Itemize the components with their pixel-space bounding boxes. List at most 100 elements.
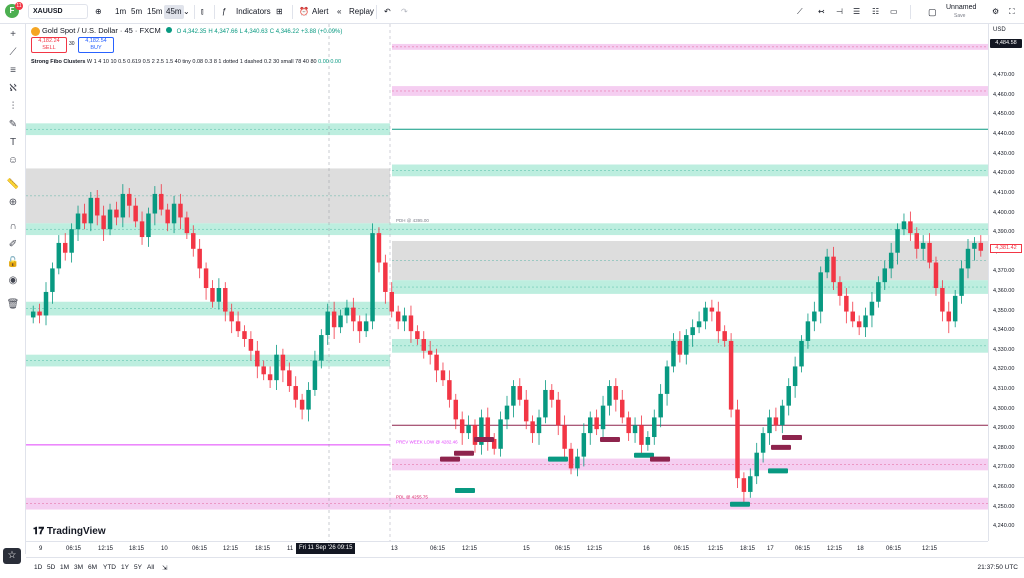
interval-dropdown-icon[interactable]: ⌄ bbox=[183, 7, 190, 16]
price-tick: 4,360.00 bbox=[993, 287, 1015, 294]
indicators-icon[interactable]: ƒ bbox=[222, 7, 227, 16]
price-tick: 4,410.00 bbox=[993, 189, 1015, 196]
candle-body bbox=[831, 256, 836, 283]
gold-symbol-icon bbox=[31, 26, 40, 36]
signal-label-5 bbox=[634, 452, 654, 458]
tradingview-logo[interactable]: 𝟏𝟕 TradingView bbox=[33, 526, 106, 537]
layout-name[interactable]: Unnamed bbox=[946, 4, 977, 11]
sell-button[interactable]: 4,182.24 SELL bbox=[31, 37, 67, 53]
trend-line-tool-icon[interactable]: ⟋ bbox=[9, 47, 17, 58]
emoji-icon[interactable]: ☺ bbox=[7, 155, 19, 166]
horizontal-ray-icon[interactable]: ⊣ bbox=[836, 7, 843, 16]
trend-line-icon[interactable]: ⟋ bbox=[797, 7, 803, 16]
templates-icon[interactable]: ⊞ bbox=[276, 7, 283, 16]
symbol-title[interactable]: Gold Spot / U.S. Dollar · 45 · FXCM bbox=[41, 26, 161, 35]
trash-icon[interactable]: 🗑 bbox=[6, 299, 20, 310]
price-tick: 4,430.00 bbox=[993, 150, 1015, 157]
crosshair-icon[interactable]: + bbox=[10, 29, 16, 40]
range-5y[interactable]: 5Y bbox=[134, 564, 142, 571]
candle-body bbox=[895, 229, 900, 253]
interval-15m[interactable]: 15m bbox=[147, 7, 163, 16]
time-tick: 18:15 bbox=[255, 546, 271, 552]
interval-45m[interactable]: 45m bbox=[164, 5, 184, 19]
horizontal-lines-icon[interactable]: ≡ bbox=[10, 65, 16, 76]
favorites-star-icon[interactable]: ☆ bbox=[3, 548, 21, 564]
candle-body bbox=[383, 262, 388, 292]
fullscreen-icon[interactable]: ⛶ bbox=[1009, 7, 1015, 16]
range-1d[interactable]: 1D bbox=[34, 564, 43, 571]
indicators-button[interactable]: Indicators bbox=[236, 7, 271, 16]
symbol-search[interactable]: XAUUSD bbox=[28, 4, 88, 19]
buy-button[interactable]: 4,182.54 BUY bbox=[78, 37, 114, 53]
utc-clock[interactable]: 21:37:50 UTC bbox=[977, 564, 1018, 571]
fib-tool-icon[interactable]: ⫶ bbox=[11, 101, 15, 112]
range-5d[interactable]: 5D bbox=[47, 564, 56, 571]
range-3m[interactable]: 3M bbox=[74, 564, 84, 571]
candle-body bbox=[37, 311, 42, 316]
candle-body bbox=[210, 288, 215, 302]
eye-icon[interactable]: ◉ bbox=[8, 275, 18, 286]
arrow-icon[interactable]: ↢ bbox=[818, 7, 825, 16]
candle-body bbox=[568, 448, 574, 469]
price-chart[interactable]: PREV WEEK LOW @ 4282.46 PDL @ 4255.75 PDH … bbox=[26, 24, 988, 541]
interval-1m[interactable]: 1m bbox=[115, 7, 127, 16]
redo-icon[interactable]: ↷ bbox=[401, 7, 408, 16]
layout-icon[interactable]: ▢ bbox=[928, 7, 937, 17]
candle-body bbox=[235, 321, 241, 332]
range-6m[interactable]: 6M bbox=[88, 564, 98, 571]
price-axis[interactable]: 4,470.00 4,460.00 4,450.00 4,440.00 4,430.00… bbox=[988, 24, 1024, 541]
text-tool-icon[interactable]: T bbox=[9, 137, 17, 148]
candle-body bbox=[274, 354, 279, 381]
price-tick: 4,420.00 bbox=[993, 170, 1015, 177]
open-value: O 4,342.35 bbox=[176, 29, 207, 35]
alert-button[interactable]: Alert bbox=[312, 7, 329, 16]
range-ytd[interactable]: YTD bbox=[103, 564, 116, 571]
pattern-icon[interactable]: ℵ bbox=[9, 83, 17, 94]
replay-button[interactable]: Replay bbox=[349, 7, 374, 16]
candle-body bbox=[376, 233, 382, 263]
divider bbox=[910, 5, 911, 19]
candle-body bbox=[402, 315, 407, 322]
alert-icon[interactable]: ⏰ bbox=[299, 7, 309, 16]
date-range-icon[interactable]: ⇲ bbox=[162, 565, 168, 572]
indicator-legend[interactable]: Strong Fibo Clusters W 1 4 10 10 0.5 0.6… bbox=[31, 59, 341, 65]
layout-save[interactable]: Save bbox=[954, 13, 966, 19]
zoom-in-icon[interactable]: ⊕ bbox=[8, 197, 18, 208]
rectangle-icon[interactable]: ▭ bbox=[890, 7, 898, 16]
lock-drawing-icon[interactable]: ✐ bbox=[8, 239, 18, 250]
time-tick: 18 bbox=[857, 546, 864, 552]
candle-body bbox=[50, 268, 55, 292]
candle-body bbox=[351, 307, 356, 322]
candle-body bbox=[850, 311, 855, 322]
add-symbol-icon[interactable]: ⊕ bbox=[95, 7, 102, 16]
candle-body bbox=[127, 193, 132, 206]
replay-icon[interactable]: « bbox=[337, 7, 342, 16]
ruler-icon[interactable]: 📏 bbox=[6, 179, 20, 190]
fib-extension-icon[interactable]: ☷ bbox=[872, 7, 880, 16]
settings-icon[interactable]: ⚙ bbox=[992, 7, 1000, 16]
currency-label[interactable]: USD bbox=[993, 27, 1006, 33]
magnet-icon[interactable]: ∩ bbox=[9, 221, 17, 232]
signal-label-2 bbox=[474, 437, 494, 443]
candle-body bbox=[504, 405, 510, 420]
chart-pane[interactable]: PREV WEEK LOW @ 4282.46 PDL @ 4255.75 PDH … bbox=[26, 24, 988, 541]
brush-icon[interactable]: ✎ bbox=[8, 119, 18, 130]
candle-body bbox=[632, 425, 638, 434]
candle-body bbox=[639, 425, 644, 445]
fib-retracement-icon[interactable]: ☰ bbox=[853, 7, 861, 16]
candle-type-icon[interactable]: ⫾ bbox=[201, 7, 204, 16]
candle-body bbox=[959, 268, 964, 296]
candle-body bbox=[818, 272, 823, 312]
range-all[interactable]: All bbox=[147, 564, 155, 571]
price-tick: 4,240.00 bbox=[993, 523, 1015, 530]
undo-icon[interactable]: ↶ bbox=[384, 7, 391, 16]
lock-icon[interactable]: 🔓 bbox=[6, 257, 20, 268]
range-1y[interactable]: 1Y bbox=[121, 564, 129, 571]
candle-body bbox=[466, 425, 471, 434]
range-1m[interactable]: 1M bbox=[60, 564, 70, 571]
time-axis[interactable]: 9 06:15 12:15 18:15 10 06:15 12:15 18:15 11 13 06:… bbox=[26, 541, 988, 557]
candle-body bbox=[863, 315, 868, 328]
interval-5m[interactable]: 5m bbox=[131, 7, 143, 16]
price-tick: 4,450.00 bbox=[993, 111, 1015, 118]
time-tick: 11 bbox=[287, 546, 294, 552]
